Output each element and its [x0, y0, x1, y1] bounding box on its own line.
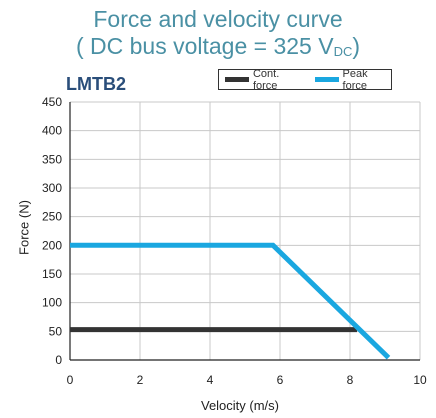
- chart-legend: Cont. force Peak force: [218, 67, 392, 92]
- x-tick-label: 6: [277, 373, 284, 387]
- x-tick-label: 2: [137, 373, 144, 387]
- y-tick-label: 50: [49, 324, 63, 338]
- y-tick-label: 250: [42, 210, 62, 224]
- title-voltage-text: ( DC bus voltage = 325 V: [75, 33, 334, 59]
- x-tick-label: 8: [347, 373, 354, 387]
- legend-swatch-peak: [314, 77, 339, 82]
- x-tick-label: 10: [413, 373, 427, 387]
- y-tick-label: 100: [42, 296, 62, 310]
- y-tick-label: 300: [42, 181, 62, 195]
- x-tick-label: 0: [67, 373, 74, 387]
- y-tick-label: 0: [55, 353, 62, 367]
- legend-label-peak: Peak force: [342, 67, 368, 92]
- model-label: LMTB2: [66, 74, 126, 94]
- legend-item-peak: Peak force: [314, 67, 391, 92]
- chart-title-line2: ( DC bus voltage = 325 VDC): [0, 33, 436, 65]
- legend-swatch-cont: [225, 77, 249, 82]
- y-tick-label: 150: [42, 267, 62, 281]
- series-line-peak-force: [70, 242, 391, 360]
- title-close-paren: ): [352, 33, 361, 59]
- chart-title-line1: Force and velocity curve: [93, 6, 343, 32]
- y-tick-label: 400: [42, 124, 62, 138]
- y-tick-label: 350: [42, 152, 62, 166]
- y-tick-label: 450: [42, 95, 62, 109]
- y-axis-label: Force (N): [16, 200, 32, 255]
- x-tick-label: 4: [207, 373, 214, 387]
- y-tick-label: 200: [42, 238, 62, 252]
- legend-label-cont: Cont. force: [252, 67, 280, 92]
- x-axis-label: Velocity (m/s): [200, 398, 279, 413]
- title-subscript: DC: [333, 44, 353, 59]
- legend-item-cont: Cont. force: [225, 68, 303, 92]
